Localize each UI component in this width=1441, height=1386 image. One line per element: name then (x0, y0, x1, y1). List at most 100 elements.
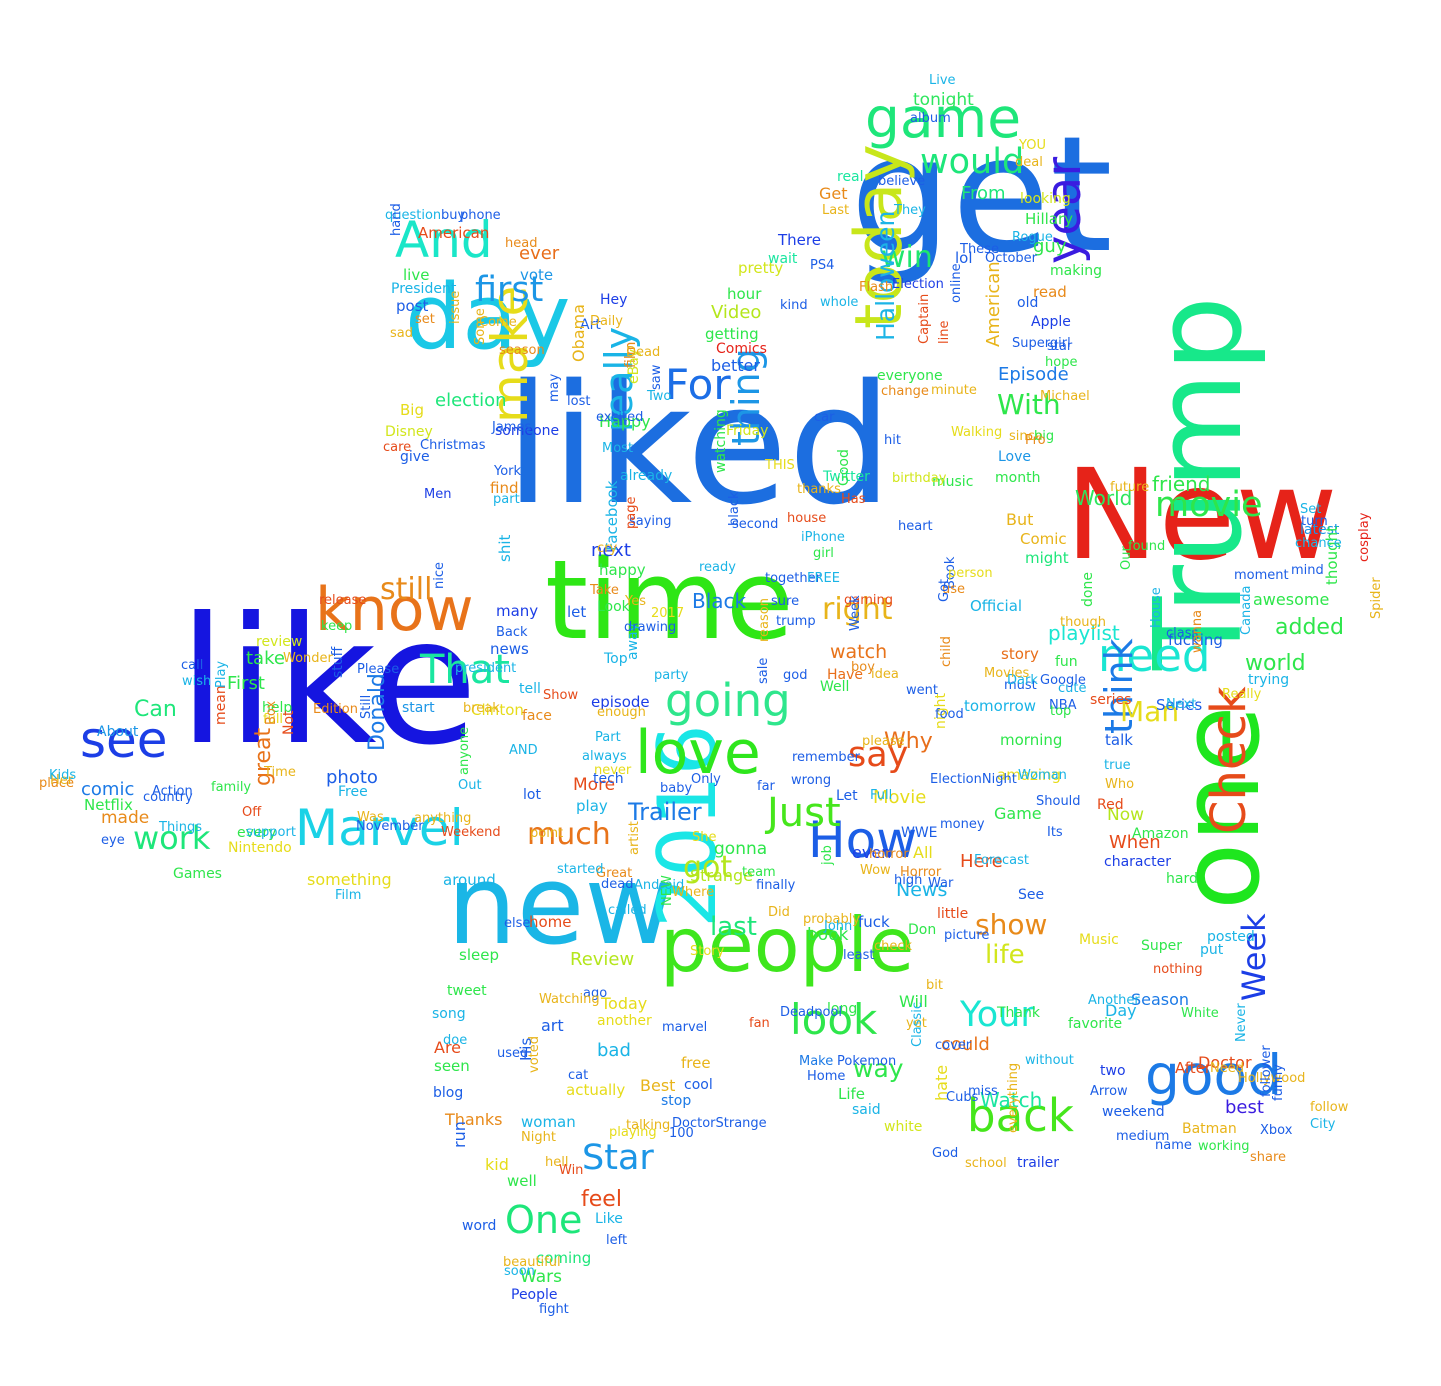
cloud-word: awesome (1253, 590, 1330, 609)
cloud-word: else (504, 915, 531, 931)
cloud-word: Movie (873, 787, 927, 808)
cloud-word: sure (771, 593, 800, 609)
cloud-word: Now (1107, 804, 1145, 825)
cloud-word: posted (1207, 929, 1255, 945)
cloud-word: find (490, 478, 519, 497)
cloud-word: beautiful (503, 1254, 561, 1270)
cloud-word: fan (749, 1015, 770, 1031)
cloud-word: artist (627, 820, 642, 855)
cloud-word: cool (684, 1077, 713, 1093)
cloud-word: many (496, 601, 539, 620)
cloud-word: liked (505, 348, 893, 541)
cloud-word: always (582, 748, 627, 764)
cloud-word: something (307, 870, 392, 889)
cloud-word: wish (182, 673, 212, 689)
cloud-word: hope (1045, 354, 1078, 370)
cloud-word: October (985, 250, 1038, 266)
cloud-word: American (983, 261, 1004, 347)
cloud-word: guy (1033, 236, 1067, 257)
cloud-word: game (865, 85, 1022, 150)
cloud-word: run (450, 1121, 469, 1148)
cloud-word: white (884, 1119, 923, 1135)
cloud-word: They (894, 202, 926, 218)
cloud-word: Got (937, 578, 952, 602)
cloud-word: yet (906, 1015, 927, 1031)
cloud-word: Win (559, 1162, 584, 1178)
cloud-word: vote (520, 265, 554, 284)
cloud-word: Official (970, 596, 1023, 615)
cloud-word: Will (899, 992, 928, 1011)
cloud-word: top (1050, 703, 1072, 719)
cloud-word: Black (692, 589, 747, 613)
cloud-word: Pokemon (837, 1053, 897, 1069)
cloud-word: line (937, 320, 952, 344)
cloud-word: looking (1020, 191, 1071, 207)
cloud-word: actually (566, 1080, 626, 1099)
cloud-word: issue (448, 290, 463, 324)
cloud-word: THIS (765, 457, 795, 473)
cloud-word: playlist (1048, 621, 1120, 645)
cloud-word: second (732, 516, 779, 532)
cloud-word: everyone (877, 368, 943, 384)
cloud-word: Nintendo (228, 840, 292, 856)
cloud-word: place (39, 775, 74, 791)
cloud-word: Who (1105, 776, 1135, 792)
cloud-word: News (896, 878, 948, 901)
cloud-word: face (522, 708, 552, 724)
cloud-word: Part (595, 729, 621, 745)
cloud-word: Yes (625, 593, 646, 609)
cloud-word: give (400, 449, 430, 465)
cloud-word: life (985, 940, 1025, 970)
cloud-word: Movies (984, 665, 1030, 681)
cloud-word: lost (567, 393, 591, 409)
cloud-word: hand (389, 202, 404, 236)
cloud-word: Canada (1239, 585, 1254, 635)
cloud-word: Look (597, 599, 630, 615)
cloud-word: person (948, 565, 993, 581)
cloud-word: real (837, 169, 864, 185)
cloud-word: whole (820, 294, 859, 310)
cloud-word: free (681, 1053, 711, 1072)
cloud-word: online (949, 262, 964, 303)
cloud-word: Forecast (974, 852, 1030, 868)
cloud-word: comic (81, 779, 135, 800)
cloud-word: Edition (313, 701, 358, 717)
cloud-word: That (420, 647, 510, 693)
cloud-word: friend (1152, 472, 1211, 496)
cloud-word: full (263, 711, 284, 727)
cloud-word: check (874, 938, 913, 954)
cloud-word: wrong (791, 772, 832, 788)
cloud-word: playing (609, 1124, 657, 1140)
cloud-word: eye (101, 832, 125, 848)
cloud-word: nice (432, 561, 447, 589)
cloud-word: FREE (807, 570, 840, 586)
cloud-word: cute (1058, 680, 1087, 696)
cloud-word: Back (496, 624, 528, 640)
cloud-word: How (808, 811, 918, 869)
cloud-word: medium (1116, 1128, 1170, 1144)
cloud-word: Man (1120, 695, 1180, 728)
cloud-word: Trailer (628, 798, 702, 826)
cloud-word: right (822, 592, 893, 627)
cloud-word: Another (1088, 992, 1140, 1008)
cloud-word: mind (1291, 562, 1324, 578)
cloud-word: long (827, 1001, 858, 1017)
cloud-word: tell (519, 681, 541, 697)
cloud-word: two (1100, 1063, 1126, 1079)
cloud-word: news (490, 639, 529, 658)
cloud-word: tweet (447, 983, 487, 999)
cloud-word: good (1145, 1042, 1283, 1107)
cloud-word: cat (568, 1067, 589, 1083)
cloud-word: though (1060, 614, 1107, 630)
cloud-word: moment (1234, 567, 1289, 583)
cloud-word: soon (504, 1263, 535, 1279)
cloud-word: episode (591, 692, 650, 711)
cloud-word: since (1009, 428, 1043, 444)
cloud-word: call (181, 657, 204, 673)
cloud-word: Can (134, 697, 177, 722)
cloud-word: bad (597, 1040, 631, 1061)
cloud-word: home (529, 912, 572, 931)
cloud-word: sleep (459, 945, 499, 964)
cloud-word: God (932, 1145, 959, 1161)
cloud-word: Thanks (445, 1110, 503, 1129)
